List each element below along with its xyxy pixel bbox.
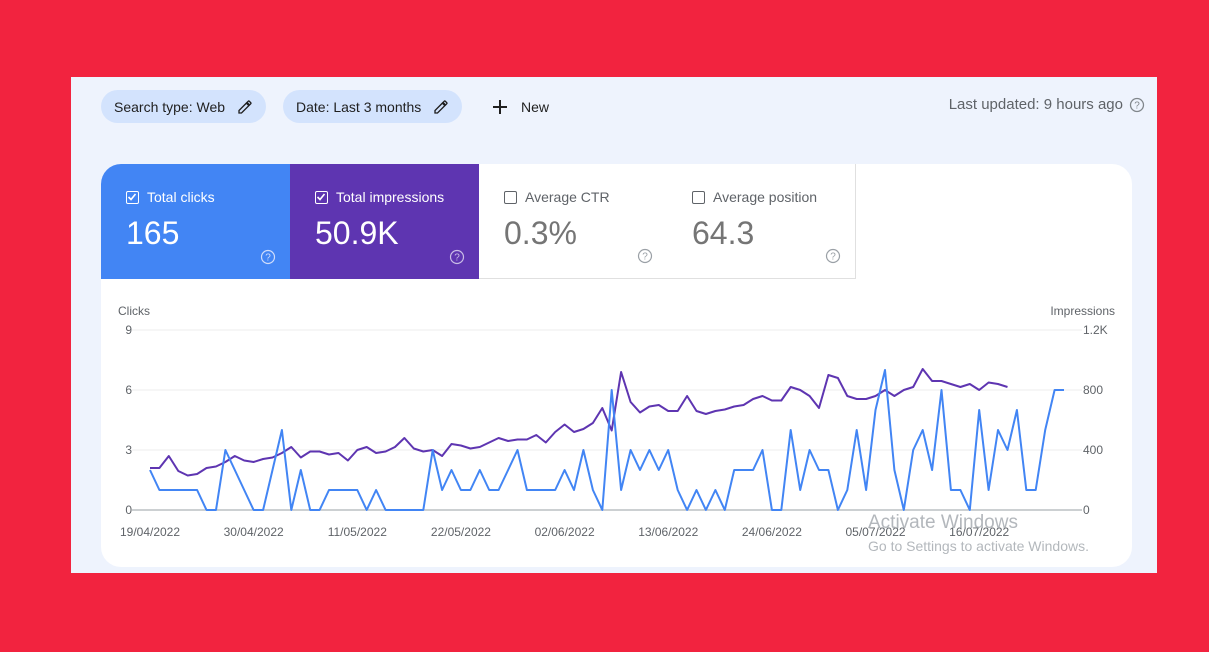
average-position-label: Average position: [713, 189, 818, 205]
search-type-filter-chip[interactable]: Search type: Web: [101, 90, 267, 123]
x-tick-label: 22/05/2022: [431, 525, 491, 539]
right-tick-label: 1.2K: [1083, 323, 1108, 337]
right-tick-label: 0: [1083, 503, 1090, 517]
x-tick-label: 24/06/2022: [742, 525, 802, 539]
total-clicks-value: 165: [126, 215, 180, 251]
pencil-icon: [434, 99, 448, 114]
help-icon[interactable]: ?: [260, 249, 276, 265]
total-clicks-tile[interactable]: Total clicks 165 ?: [101, 164, 290, 279]
help-icon[interactable]: ?: [1129, 97, 1145, 113]
impressions-series-line: [150, 368, 1008, 477]
right-axis-title: Impressions: [1050, 304, 1115, 318]
last-updated-text: Last updated: 9 hours ago: [948, 96, 1123, 113]
date-filter-label: Date: Last 3 months: [296, 98, 422, 115]
plus-icon: [493, 99, 507, 114]
clicks-series-line: [149, 369, 1064, 511]
performance-card: Total clicks 165 ? Total impressions 50.…: [101, 164, 1132, 567]
total-impressions-tile[interactable]: Total impressions 50.9K ?: [290, 164, 479, 279]
performance-panel: Search type: Web Date: Last 3 months New…: [71, 77, 1157, 573]
average-ctr-tile[interactable]: Average CTR 0.3% ?: [479, 164, 668, 279]
left-tick-label: 0: [125, 503, 132, 517]
svg-text:?: ?: [1134, 100, 1140, 111]
watermark-title: Activate Windows: [868, 512, 1018, 533]
x-tick-label: 30/04/2022: [224, 525, 284, 539]
help-icon[interactable]: ?: [449, 249, 465, 265]
right-tick-label: 400: [1083, 443, 1103, 457]
total-impressions-label: Total impressions: [336, 189, 445, 205]
last-updated: Last updated: 9 hours ago ?: [949, 96, 1145, 113]
date-filter-chip[interactable]: Date: Last 3 months: [283, 90, 463, 123]
total-clicks-label: Total clicks: [147, 189, 215, 205]
left-axis-title: Clicks: [118, 304, 150, 318]
watermark-subtitle: Go to Settings to activate Windows.: [868, 538, 1089, 554]
x-tick-label: 19/04/2022: [120, 525, 180, 539]
average-position-tile[interactable]: Average position 64.3 ?: [667, 164, 856, 279]
svg-text:?: ?: [642, 252, 648, 263]
checkbox-checked-icon[interactable]: [315, 190, 328, 204]
new-filter-button[interactable]: New: [491, 90, 549, 123]
svg-text:?: ?: [830, 252, 836, 263]
help-icon[interactable]: ?: [825, 248, 841, 264]
total-impressions-value: 50.9K: [315, 215, 399, 251]
search-type-filter-label: Search type: Web: [114, 98, 226, 115]
average-ctr-label: Average CTR: [525, 189, 610, 205]
left-tick-label: 9: [125, 323, 132, 337]
svg-text:?: ?: [454, 253, 460, 264]
x-tick-label: 16/07/2022: [949, 525, 1009, 539]
x-tick-label: 02/06/2022: [535, 525, 595, 539]
checkbox-checked-icon[interactable]: [126, 190, 139, 204]
left-tick-label: 3: [125, 443, 132, 457]
checkbox-unchecked-icon[interactable]: [692, 190, 705, 204]
average-ctr-value: 0.3%: [504, 215, 577, 251]
pencil-icon: [238, 99, 252, 114]
average-position-value: 64.3: [692, 215, 755, 251]
help-icon[interactable]: ?: [637, 248, 653, 264]
checkbox-unchecked-icon[interactable]: [504, 190, 517, 204]
performance-chart[interactable]: Clicks Impressions 0 0 3 400 6 800 9 1.2K 19/04/…: [101, 164, 1132, 567]
right-tick-label: 800: [1083, 383, 1103, 397]
svg-text:?: ?: [265, 253, 271, 264]
new-filter-label: New: [521, 98, 550, 115]
x-tick-label: 05/07/2022: [846, 525, 906, 539]
x-tick-label: 13/06/2022: [638, 525, 698, 539]
left-tick-label: 6: [125, 383, 132, 397]
x-tick-label: 11/05/2022: [328, 525, 387, 539]
